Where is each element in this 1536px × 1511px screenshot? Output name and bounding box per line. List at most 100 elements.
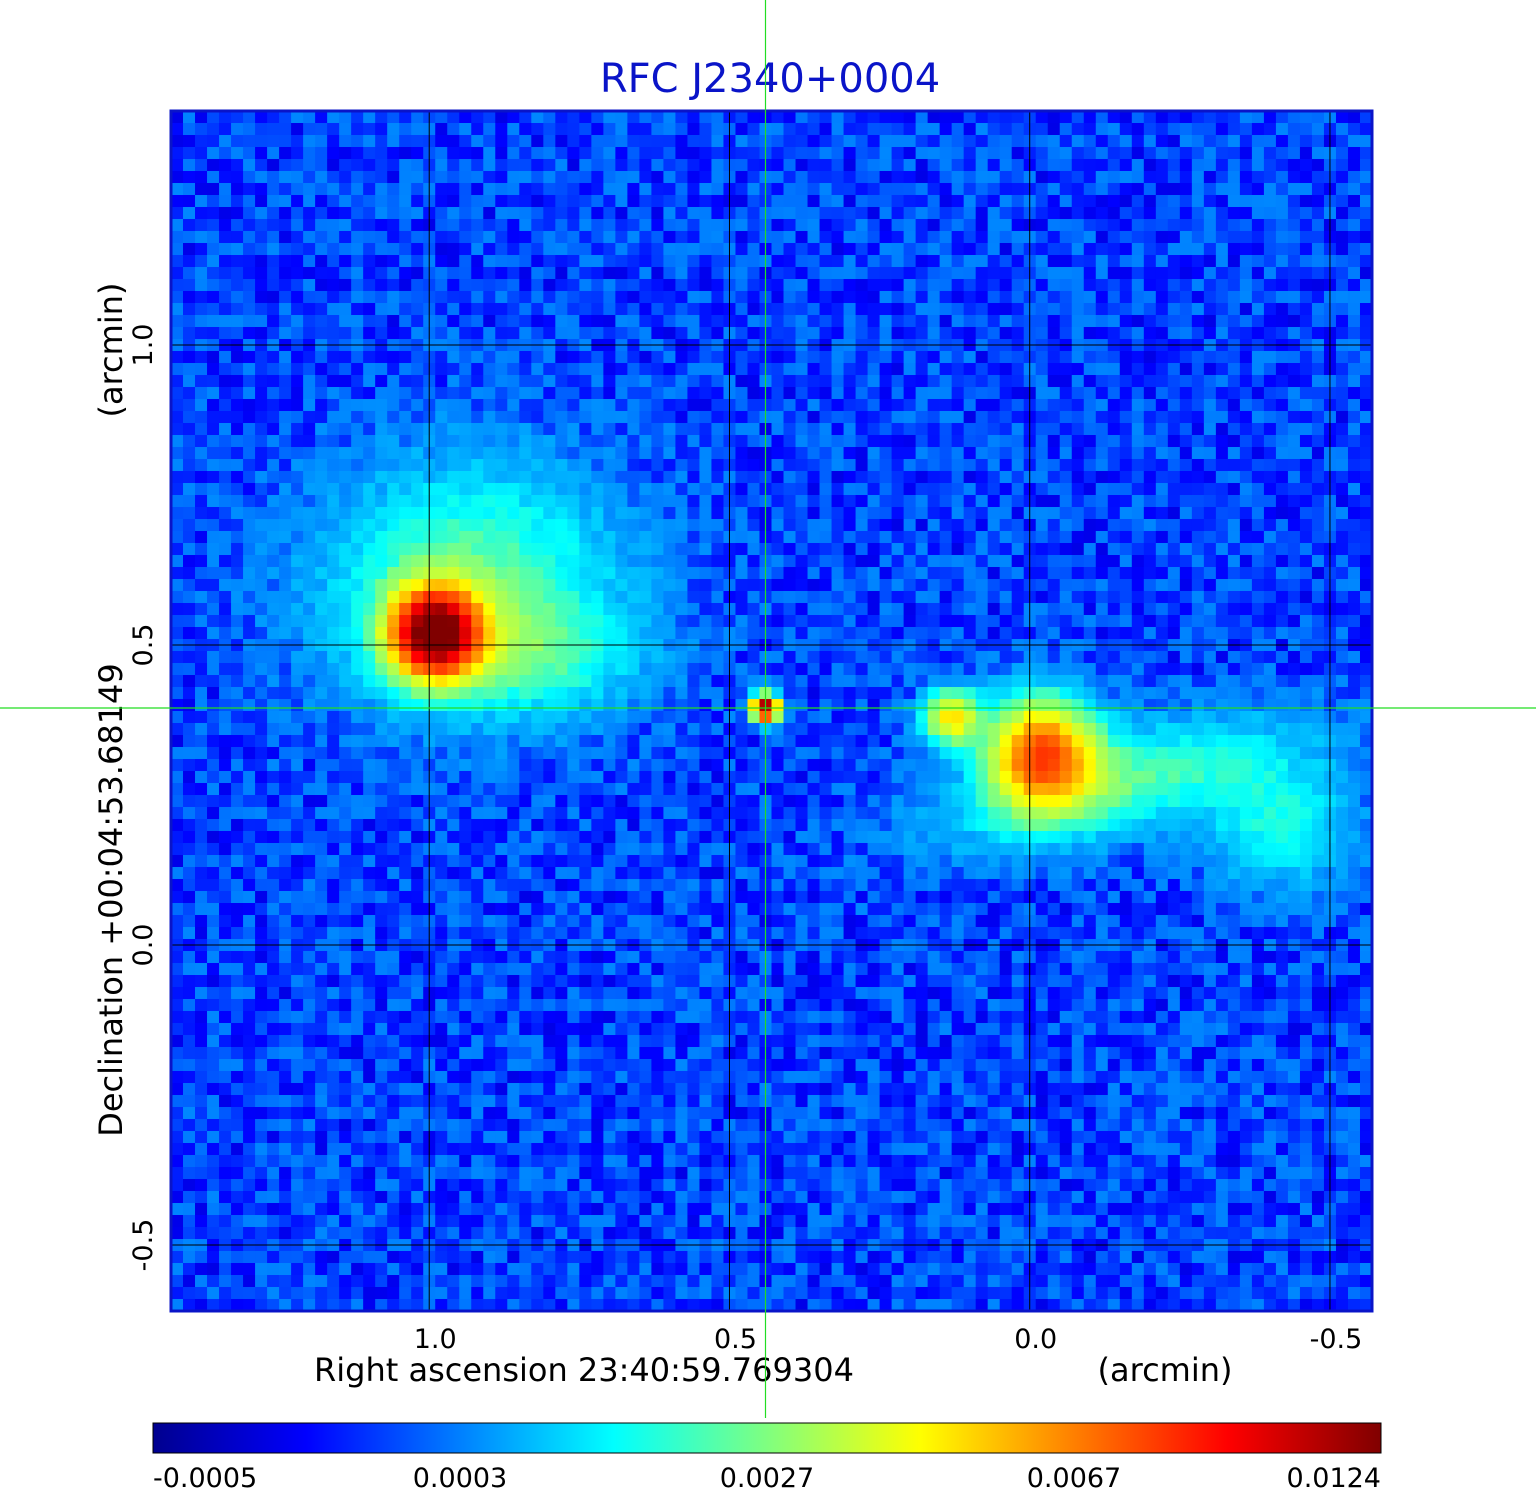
- image-pixel: [1071, 135, 1085, 148]
- image-pixel: [987, 195, 1001, 208]
- image-pixel: [567, 207, 580, 220]
- image-pixel: [699, 447, 713, 460]
- image-pixel: [339, 135, 352, 148]
- image-pixel: [819, 567, 833, 580]
- image-pixel: [555, 483, 568, 496]
- image-pixel: [195, 315, 208, 328]
- image-pixel: [891, 567, 905, 580]
- image-pixel: [735, 327, 749, 340]
- image-pixel: [339, 555, 352, 568]
- image-pixel: [327, 591, 340, 604]
- image-pixel: [303, 591, 316, 604]
- image-pixel: [1155, 171, 1169, 184]
- image-pixel: [363, 507, 376, 520]
- image-pixel: [1359, 303, 1373, 316]
- image-pixel: [831, 615, 845, 628]
- image-pixel: [219, 699, 232, 712]
- image-pixel: [411, 675, 424, 688]
- image-pixel: [375, 615, 388, 628]
- image-pixel: [171, 651, 184, 664]
- image-pixel: [375, 471, 388, 484]
- image-pixel: [783, 531, 797, 544]
- image-pixel: [1227, 483, 1241, 496]
- image-pixel: [531, 651, 544, 664]
- image-pixel: [1251, 207, 1265, 220]
- image-pixel: [267, 423, 280, 436]
- image-pixel: [351, 363, 364, 376]
- image-pixel: [1239, 495, 1253, 508]
- image-pixel: [747, 171, 761, 184]
- image-pixel: [795, 651, 809, 664]
- image-pixel: [951, 219, 965, 232]
- image-pixel: [303, 519, 316, 532]
- image-pixel: [555, 207, 568, 220]
- image-pixel: [483, 459, 496, 472]
- image-pixel: [1167, 327, 1181, 340]
- image-pixel: [939, 231, 953, 244]
- image-pixel: [843, 267, 857, 280]
- image-pixel: [567, 183, 580, 196]
- image-pixel: [1227, 687, 1241, 700]
- image-pixel: [195, 471, 208, 484]
- image-pixel: [351, 675, 364, 688]
- image-pixel: [651, 435, 665, 448]
- image-pixel: [591, 411, 604, 424]
- image-pixel: [1167, 591, 1181, 604]
- image-pixel: [1083, 207, 1097, 220]
- image-pixel: [567, 543, 580, 556]
- image-pixel: [951, 675, 965, 688]
- image-pixel: [579, 243, 592, 256]
- image-pixel: [651, 327, 665, 340]
- image-pixel: [219, 663, 232, 676]
- image-pixel: [1155, 411, 1169, 424]
- image-pixel: [1179, 615, 1193, 628]
- image-pixel: [819, 159, 833, 172]
- image-pixel: [795, 543, 809, 556]
- image-pixel: [195, 423, 208, 436]
- image-pixel: [663, 303, 677, 316]
- image-pixel: [963, 579, 977, 592]
- image-pixel: [1191, 243, 1205, 256]
- image-pixel: [1239, 231, 1253, 244]
- image-pixel: [747, 399, 761, 412]
- image-pixel: [771, 375, 785, 388]
- image-pixel: [1215, 459, 1229, 472]
- image-pixel: [975, 603, 989, 616]
- image-pixel: [963, 699, 977, 712]
- image-pixel: [1011, 675, 1025, 688]
- image-pixel: [1035, 243, 1049, 256]
- image-pixel: [867, 627, 881, 640]
- image-pixel: [1311, 483, 1325, 496]
- image-pixel: [1095, 507, 1109, 520]
- image-pixel: [1107, 399, 1121, 412]
- image-pixel: [735, 603, 749, 616]
- image-pixel: [939, 399, 953, 412]
- image-pixel: [507, 543, 520, 556]
- image-pixel: [1131, 327, 1145, 340]
- image-pixel: [1251, 627, 1265, 640]
- image-pixel: [279, 567, 292, 580]
- image-pixel: [195, 303, 208, 316]
- image-pixel: [171, 495, 184, 508]
- image-pixel: [1107, 207, 1121, 220]
- image-pixel: [1011, 423, 1025, 436]
- image-pixel: [339, 471, 352, 484]
- image-pixel: [591, 483, 604, 496]
- image-pixel: [195, 687, 208, 700]
- image-pixel: [1143, 591, 1157, 604]
- image-pixel: [231, 675, 244, 688]
- image-pixel: [1287, 255, 1301, 268]
- image-pixel: [291, 267, 304, 280]
- image-pixel: [699, 315, 713, 328]
- image-pixel: [1047, 615, 1061, 628]
- image-pixel: [1287, 543, 1301, 556]
- image-pixel: [879, 279, 893, 292]
- image-pixel: [183, 171, 196, 184]
- image-pixel: [507, 627, 520, 640]
- image-pixel: [399, 687, 412, 700]
- image-pixel: [279, 375, 292, 388]
- image-pixel: [435, 651, 448, 664]
- image-pixel: [291, 471, 304, 484]
- image-pixel: [651, 411, 665, 424]
- image-pixel: [279, 387, 292, 400]
